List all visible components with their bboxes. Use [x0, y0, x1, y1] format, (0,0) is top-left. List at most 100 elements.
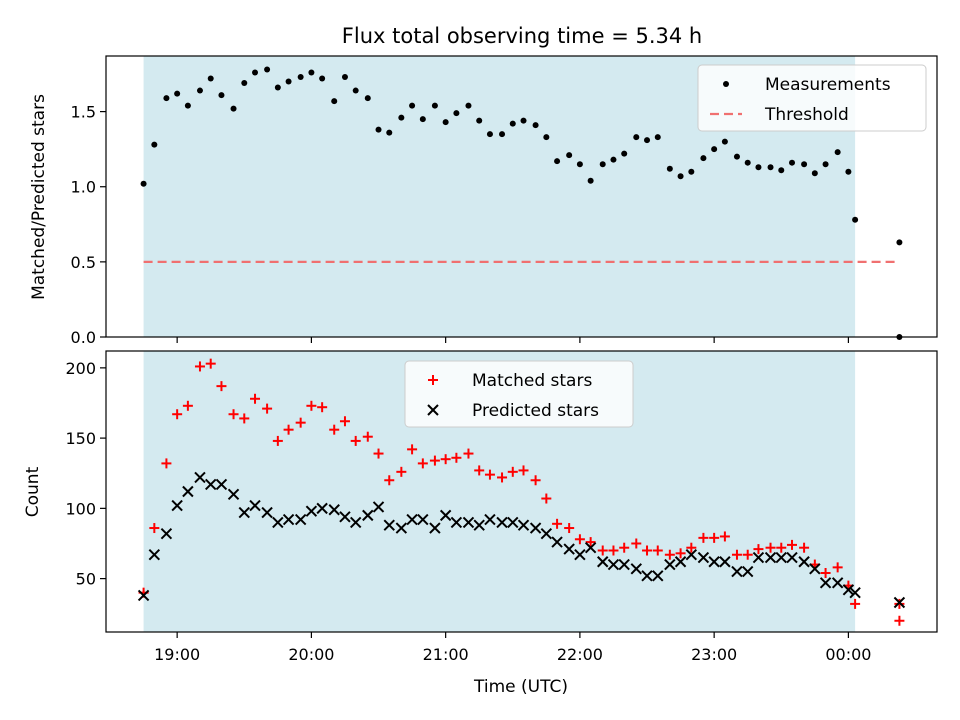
- matched-star-point: [894, 615, 905, 626]
- predicted-star-point: [171, 499, 183, 512]
- measurement-point: [174, 90, 181, 97]
- matched-star-point: [541, 493, 552, 504]
- bottom-legend: Matched stars Predicted stars: [404, 360, 634, 428]
- matched-star-point: [329, 424, 340, 435]
- measurement-point: [341, 74, 348, 81]
- measurement-point: [554, 158, 561, 165]
- matched-star-point: [597, 545, 608, 556]
- x-tick-label: 21:00: [423, 645, 469, 664]
- measurement-point: [789, 159, 796, 166]
- y-tick-label: 0.0: [71, 328, 96, 347]
- measurement-point: [644, 137, 651, 144]
- predicted-star-point: [764, 551, 777, 564]
- predicted-star-point: [742, 565, 754, 578]
- measurement-point: [896, 239, 903, 246]
- matched-star-point: [440, 454, 451, 465]
- matched-star-point: [373, 448, 384, 459]
- matched-star-point: [407, 444, 418, 455]
- matched-star-point: [765, 542, 776, 553]
- top-y-ticks: 0.0 0.5 1.0 1.5: [71, 103, 106, 347]
- predicted-star-point: [517, 519, 530, 531]
- measurement-point: [811, 170, 818, 177]
- predicted-star-point: [731, 565, 743, 578]
- predicted-star-point: [249, 499, 261, 512]
- matched-star-point: [631, 538, 642, 549]
- predicted-star-point: [618, 558, 630, 571]
- matched-star-point: [396, 466, 407, 477]
- bottom-y-ticks: 50 100 150 200: [65, 359, 106, 589]
- y-tick-label: 200: [65, 359, 96, 378]
- measurement-point: [721, 138, 728, 145]
- measurement-point: [486, 131, 493, 138]
- matched-star-point: [552, 518, 563, 529]
- top-axes-frame: [105, 55, 938, 338]
- matched-star-point: [283, 424, 294, 435]
- y-tick-label: 50: [76, 570, 96, 589]
- matched-star-point: [564, 523, 575, 534]
- predicted-star-point: [597, 556, 609, 568]
- predicted-star-point: [819, 577, 832, 589]
- measurement-point: [264, 66, 271, 73]
- predicted-star-point: [563, 543, 575, 555]
- predicted-star-point: [294, 513, 307, 526]
- predicted-star-point: [775, 551, 787, 564]
- predicted-star-point: [282, 513, 295, 526]
- predicted-star-point: [674, 556, 687, 568]
- matched-star-point: [585, 537, 596, 548]
- measurement-point: [587, 177, 594, 184]
- matched-star-point: [507, 466, 518, 477]
- measurement-point: [274, 84, 281, 91]
- predicted-star-point: [383, 519, 395, 531]
- measurement-point: [744, 159, 751, 166]
- matched-star-point: [709, 532, 720, 543]
- predicted-star-point: [194, 471, 206, 484]
- matched-star-point: [451, 452, 462, 463]
- measurement-point: [398, 114, 405, 121]
- predicted-star-point: [842, 584, 855, 596]
- measurement-point: [140, 180, 147, 187]
- legend-x-marker: [427, 404, 439, 416]
- measurement-point: [151, 141, 158, 148]
- matched-star-point: [731, 549, 742, 560]
- matched-star-point: [619, 542, 630, 553]
- measurement-point: [700, 155, 707, 162]
- matched-star-point: [675, 548, 686, 559]
- matched-star-point: [574, 534, 585, 545]
- predicted-star-point: [496, 516, 508, 529]
- measurement-point: [778, 167, 785, 174]
- predicted-star-point: [349, 516, 362, 529]
- matched-star-point: [787, 539, 798, 550]
- measurement-point: [733, 153, 740, 160]
- predicted-star-point: [339, 511, 351, 523]
- x-tick-label: 20:00: [288, 645, 334, 664]
- measurement-point: [767, 164, 774, 171]
- measurement-point: [688, 168, 695, 175]
- measurement-point: [654, 134, 661, 141]
- predicted-star-point: [798, 556, 810, 568]
- measurement-point: [621, 150, 628, 157]
- measurement-point: [184, 102, 191, 109]
- predicted-star-point: [406, 513, 418, 526]
- x-tick-label: 23:00: [691, 645, 737, 664]
- matched-star-point: [530, 475, 541, 486]
- predicted-star-point: [786, 551, 798, 564]
- predicted-star-point: [551, 536, 563, 548]
- measurement-point: [331, 98, 338, 105]
- measurement-point: [834, 149, 841, 156]
- matched-star-point: [719, 531, 730, 542]
- measurement-point: [241, 80, 248, 87]
- legend-box: [404, 360, 634, 428]
- matched-star-point: [463, 448, 474, 459]
- y-tick-label: 150: [65, 429, 96, 448]
- predicted-star-point: [238, 506, 250, 519]
- measurement-point: [476, 117, 483, 124]
- measurement-point: [352, 87, 359, 94]
- measurement-point: [442, 119, 449, 126]
- predicted-star-point: [664, 558, 676, 571]
- matched-star-point: [652, 545, 663, 556]
- predicted-star-point: [227, 488, 240, 501]
- bottom-y-axis-label: Count: [23, 466, 43, 517]
- matched-star-point: [642, 545, 653, 556]
- bottom-panel: 50 100 150 200 19:00 20:00 21:00 22:00 23:00 00:…: [23, 350, 938, 697]
- predicted-star-point: [831, 577, 844, 589]
